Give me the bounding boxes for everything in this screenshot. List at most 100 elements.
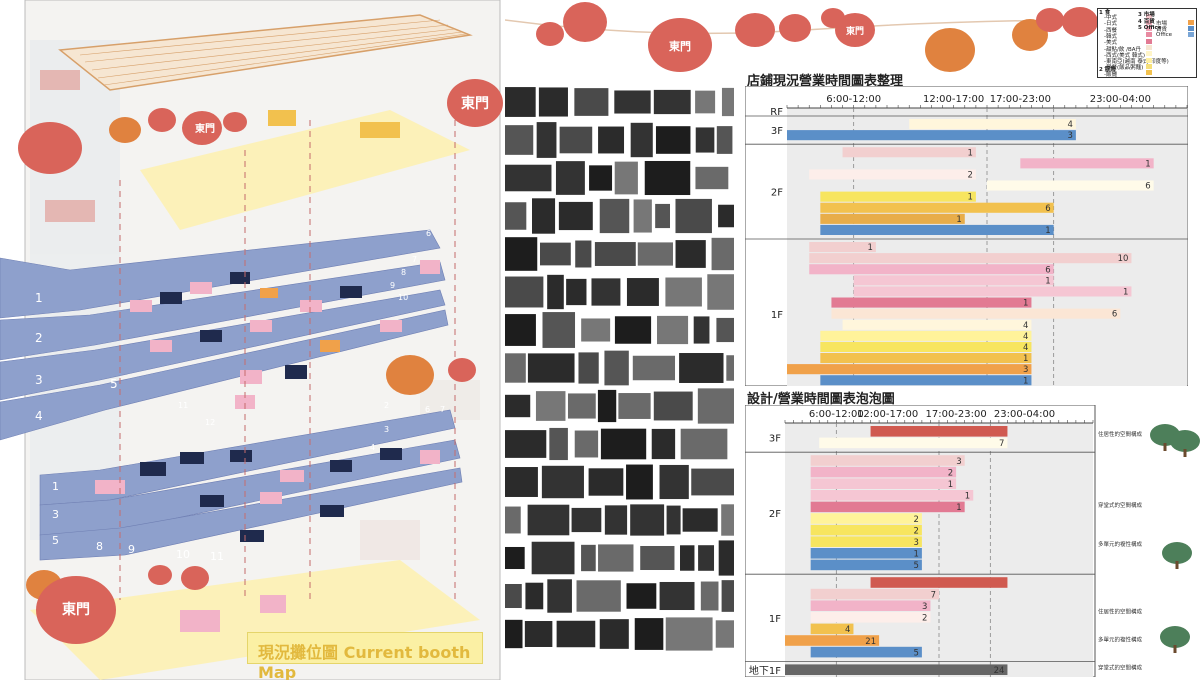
- floor-label: 3F: [769, 434, 781, 445]
- legend-group-label: 5 Office: [1138, 25, 1162, 31]
- hours-bar: [831, 297, 1032, 308]
- storefront-photo: [659, 581, 695, 611]
- storefront-photo: [505, 87, 536, 117]
- hours-bar: [820, 375, 1032, 386]
- storefront-photo: [679, 353, 724, 383]
- storefront-photo: [559, 126, 593, 154]
- storefront-photo: [505, 583, 522, 609]
- storefront-photo: [527, 353, 575, 383]
- design-annotation: 多單元的複性構成: [1098, 540, 1143, 548]
- storefront-photo: [655, 203, 671, 229]
- storefront-photo: [505, 506, 521, 534]
- storefront-photo: [618, 393, 651, 419]
- bar-count-label: 3: [922, 602, 927, 612]
- corridor-label: 6: [425, 405, 430, 414]
- tree-trunk-icon: [1183, 449, 1187, 457]
- legend-swatch: [1146, 51, 1152, 57]
- corridor-label: 8: [401, 268, 406, 277]
- hours-bar: [810, 490, 974, 501]
- hours-bar: [810, 600, 931, 611]
- booth-blocks: [95, 110, 440, 632]
- storefront-photo: [505, 125, 534, 155]
- storefront-photo: [547, 274, 564, 310]
- storefront-photo: [505, 546, 525, 570]
- storefront-photo: [665, 617, 713, 651]
- hours-bar: [810, 466, 957, 478]
- storefront-photo: [536, 122, 557, 158]
- storefront-photo: [637, 242, 673, 266]
- storefront-photo: [640, 545, 675, 571]
- tree-icon: [1170, 430, 1200, 452]
- storefront-photo: [680, 545, 695, 571]
- upper-chart-title: 店鋪現況營業時間圖表整理: [747, 74, 904, 89]
- floor-plate-basement: [30, 560, 480, 680]
- booth-map-panel: 東門 東門 東門 1 2 3 4 5 6 7 8 9 10 11 12 1 3 5 8 9 10 11 2 3 4 6 7 …: [0, 0, 505, 680]
- hours-bar: [842, 319, 1032, 330]
- storefront-photo: [527, 504, 570, 536]
- hours-bar: [810, 536, 922, 547]
- hours-bar: [853, 286, 1132, 297]
- corridor-label: 10: [176, 548, 190, 561]
- storefront-photo: [657, 315, 689, 345]
- bar-count-label: 1: [1023, 354, 1028, 364]
- hours-bar: [787, 364, 1032, 375]
- tree-icon: [1160, 626, 1190, 648]
- hours-bar: [819, 437, 1008, 449]
- legend-swatch: [1188, 32, 1194, 38]
- floor-label: 2F: [769, 509, 781, 520]
- legend-label: 百貨: [1156, 27, 1168, 34]
- legend-swatch: [1188, 19, 1194, 25]
- storefront-photo: [505, 314, 536, 346]
- floor-label: 3F: [771, 126, 783, 137]
- storefront-photo: [604, 350, 629, 386]
- tree-trunk-icon: [1163, 443, 1167, 451]
- design-annotation: 住居性的空間構成: [1098, 430, 1143, 438]
- storefront-photo: [700, 581, 719, 611]
- storefront-photo: [653, 391, 693, 421]
- bar-count-label: 1: [1145, 159, 1150, 169]
- chart-legend: -中式 -日式 -西餐 -韓式 -美式 -甜點/飲 /BA丹 -西式(美式 韓式) -東南亞(…: [1097, 8, 1197, 78]
- legend-label: -西式(美式 韓式): [1104, 52, 1146, 59]
- bar-count-label: 2: [948, 468, 953, 478]
- hours-bar: [809, 253, 1132, 264]
- storefront-photo: [505, 619, 523, 649]
- bar-count-label: 7: [999, 439, 1004, 449]
- tree-trunk-icon: [1173, 645, 1177, 653]
- storefront-photo: [718, 540, 734, 576]
- storefront-photo: [524, 621, 553, 647]
- storefront-photo: [558, 201, 593, 231]
- lantern-text-4: 東門: [669, 39, 691, 53]
- storefront-photo: [531, 541, 575, 575]
- x-tick-label: 6:00-12:00: [809, 409, 864, 420]
- legend-label: 市場: [1156, 21, 1168, 27]
- storefront-photo: [695, 127, 715, 153]
- hours-bar: [909, 119, 1076, 130]
- legend-swatch: [1146, 19, 1152, 25]
- bar-count-label: 1: [1023, 299, 1028, 309]
- lower-chart-title: 設計/營業時間圖表泡泡圖: [747, 392, 895, 407]
- bar-count-label: 1: [967, 148, 972, 158]
- storefront-photo: [626, 278, 659, 306]
- storefront-photo: [574, 88, 609, 116]
- storefront-photo: [675, 198, 712, 234]
- legend-label: -西餐: [1104, 27, 1117, 34]
- storefront-photo: [505, 467, 538, 497]
- storefront-photo: [675, 240, 706, 268]
- hours-bar: [820, 353, 1032, 364]
- x-tick-label: 6:00-12:00: [826, 94, 881, 105]
- bar-count-label: 1: [913, 550, 918, 560]
- bar-count-label: 4: [845, 625, 850, 635]
- floor-label: 2F: [771, 188, 783, 199]
- corridor-label: 2: [35, 331, 43, 345]
- bar-count-label: 6: [1045, 265, 1050, 275]
- storefront-photo: [599, 619, 629, 649]
- storefront-photo: [715, 620, 734, 648]
- storefront-photo: [693, 316, 710, 344]
- storefront-photo: [505, 353, 526, 383]
- storefront-photo: [576, 580, 621, 612]
- legend-label: -中式: [1104, 15, 1117, 21]
- corridor-label: 3: [384, 425, 389, 434]
- upper-hours-chart: 6:00-12:00 12:00-17:00 17:00-23:00 23:00-04…: [745, 86, 1188, 386]
